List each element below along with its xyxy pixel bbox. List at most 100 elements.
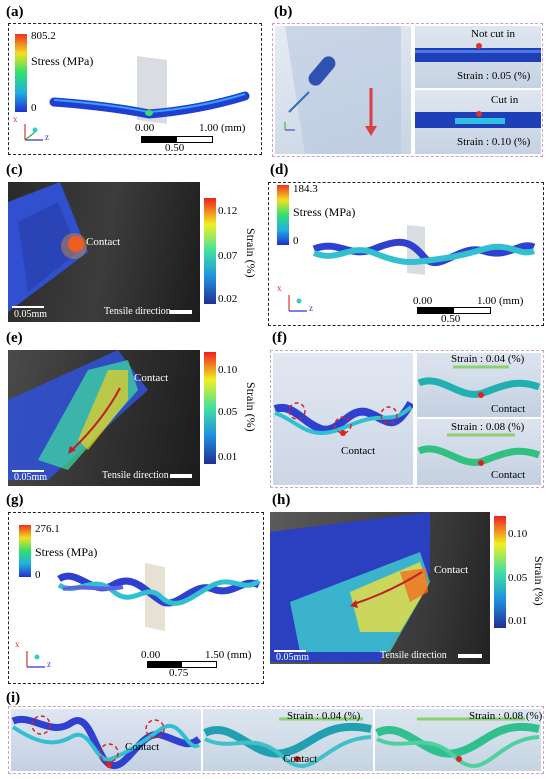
scalebar-line xyxy=(274,650,306,652)
colorbar-min: 0 xyxy=(31,102,37,114)
panel-d: 184.3 Stress (MPa) 0 x z 0.00 1.00 (mm) … xyxy=(268,182,544,326)
panel-g: 276.1 Stress (MPa) 0 x z 0.00 1.50 (mm) … xyxy=(8,512,264,684)
strain-label-1: Strain : 0.04 (%) xyxy=(451,353,525,365)
scalebar-label: 0.05mm xyxy=(14,472,48,483)
axis-x-label: x xyxy=(15,639,20,649)
not-cut-label: Not cut in xyxy=(471,28,515,40)
panel-b: Not cut in Strain : 0.05 (%) Cut in Stra… xyxy=(272,23,543,157)
scalebar-line xyxy=(12,470,44,472)
contact-label-1: Contact xyxy=(125,741,160,753)
axis-z-label: z xyxy=(309,303,313,313)
panel-i: Contact Strain : 0.04 (%) Contact Strain… xyxy=(8,706,544,774)
stress-colorbar xyxy=(15,34,27,112)
strain-view-1 xyxy=(417,353,541,417)
colorbar-title: Stress (MPa) xyxy=(293,205,356,219)
fiber-contact-view xyxy=(273,353,413,485)
strain-label-1: Strain : 0.04 (%) xyxy=(287,710,361,722)
axis-x-label: x xyxy=(13,114,18,124)
panel-c-label: (c) xyxy=(6,162,23,178)
panel-h-photo: Contact 0.05mm Tensile direction xyxy=(270,512,490,664)
tick-2: 0.02 xyxy=(218,293,238,305)
colorbar-max: 805.2 xyxy=(31,30,56,42)
panel-h-label: (h) xyxy=(272,492,291,508)
contact-label-2: Contact xyxy=(283,753,318,765)
tick-0: 0.12 xyxy=(218,205,238,217)
stress-colorbar xyxy=(19,525,31,577)
strain-axis-title: Strain (%) xyxy=(244,382,258,432)
helix-contact-view xyxy=(11,709,201,771)
twisted-fiber-model xyxy=(312,225,536,275)
axis-z-label: z xyxy=(45,132,49,142)
strain-label-2: Strain : 0.08 (%) xyxy=(469,710,543,722)
axis-triad xyxy=(288,295,307,312)
direction-label: Tensile direction xyxy=(380,650,447,661)
panel-d-label: (d) xyxy=(270,162,289,178)
panel-f: Contact Strain : 0.04 (%) Contact Strain… xyxy=(270,350,544,488)
panel-g-label: (g) xyxy=(6,492,24,508)
strain-axis-title: Strain (%) xyxy=(532,556,546,606)
colorbar-max: 184.3 xyxy=(293,183,318,195)
axis-triad xyxy=(26,651,45,668)
scale-mid: 0.50 xyxy=(441,313,461,325)
panel-e-label: (e) xyxy=(6,330,23,346)
strain-view-2 xyxy=(375,709,541,771)
colorbar-title: Stress (MPa) xyxy=(31,54,94,68)
strain-view-2 xyxy=(417,419,541,485)
colorbar-title: Stress (MPa) xyxy=(35,545,98,559)
strain-colorbar xyxy=(204,352,216,464)
axis-z-label: z xyxy=(47,659,51,669)
scale-left: 0.00 xyxy=(135,122,155,134)
scale-bar xyxy=(147,661,217,668)
not-cut-view xyxy=(415,26,541,88)
scalebar-line xyxy=(12,306,44,308)
tick-0: 0.10 xyxy=(508,528,528,540)
scale-bar xyxy=(141,136,213,143)
panel-a: 805.2 Stress (MPa) 0 x z 0.00 1.00 (mm) … xyxy=(8,23,262,155)
strain-view-1 xyxy=(203,709,373,771)
strain-axis-title: Strain (%) xyxy=(244,228,258,278)
stress-colorbar xyxy=(277,185,289,245)
scale-mid: 0.75 xyxy=(169,667,189,679)
strain-label-2: Strain : 0.08 (%) xyxy=(451,421,525,433)
axis-triad xyxy=(24,124,43,141)
cut-label: Cut in xyxy=(491,94,519,106)
panel-e-photo: Contact 0.05mm Tensile direction xyxy=(8,350,200,486)
colorbar-min: 0 xyxy=(293,235,299,247)
scale-left: 0.00 xyxy=(141,649,161,661)
scale-right: 1.00 (mm) xyxy=(199,122,246,134)
contact-label-1: Contact xyxy=(491,403,526,415)
colorbar-max: 276.1 xyxy=(35,523,60,535)
contact-label: Contact xyxy=(134,372,169,384)
panel-f-label: (f) xyxy=(272,330,287,346)
direction-label: Tensile direction xyxy=(102,470,169,481)
tick-2: 0.01 xyxy=(508,615,528,627)
contact-label: Contact xyxy=(434,564,469,576)
scale-left: 0.00 xyxy=(413,295,433,307)
multi-twist-model xyxy=(57,563,261,631)
tick-1: 0.05 xyxy=(508,572,528,584)
scale-mid: 0.50 xyxy=(165,142,185,154)
tick-2: 0.01 xyxy=(218,451,238,463)
contact-label: Contact xyxy=(86,236,121,248)
scale-bar xyxy=(417,307,491,314)
axis-x-label: x xyxy=(277,283,282,293)
scalebar-label: 0.05mm xyxy=(276,652,310,663)
straight-fiber-model xyxy=(49,56,250,124)
strain-label-2: Strain : 0.10 (%) xyxy=(457,136,531,148)
cutting-view xyxy=(275,26,411,154)
panel-c-photo: Contact 0.05mm Tensile direction xyxy=(8,182,200,322)
contact-label-left: Contact xyxy=(341,445,376,457)
scale-right: 1.50 (mm) xyxy=(205,649,252,661)
tick-1: 0.05 xyxy=(218,406,238,418)
strain-colorbar xyxy=(494,516,506,628)
cut-view xyxy=(415,90,541,154)
colorbar-min: 0 xyxy=(35,569,41,581)
strain-label-1: Strain : 0.05 (%) xyxy=(457,70,531,82)
panel-a-label: (a) xyxy=(6,4,24,20)
direction-arrow-icon xyxy=(170,474,192,478)
panel-i-label: (i) xyxy=(6,690,21,706)
tick-1: 0.07 xyxy=(218,250,238,262)
contact-label-2: Contact xyxy=(491,469,526,481)
tick-0: 0.10 xyxy=(218,364,238,376)
strain-colorbar xyxy=(204,198,216,304)
